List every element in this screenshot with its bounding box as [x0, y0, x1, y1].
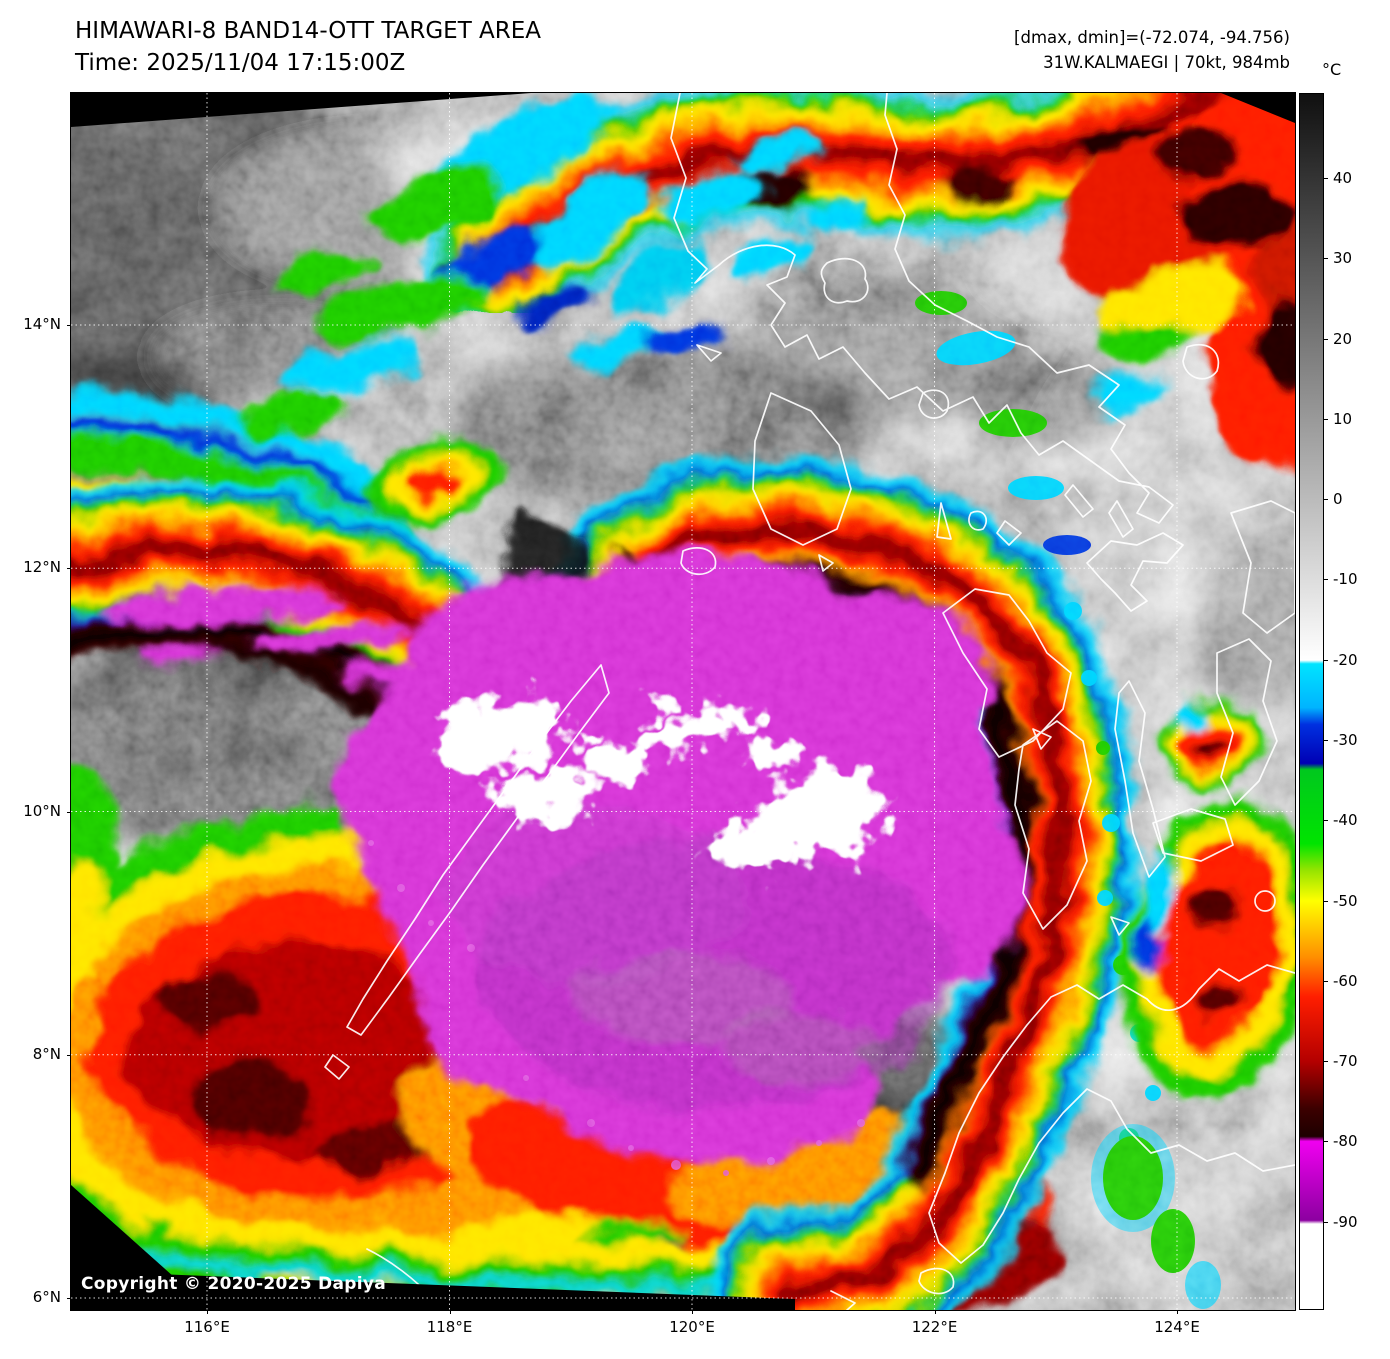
colorbar-tick-label: 20 [1333, 329, 1353, 348]
timestamp: Time: 2025/11/04 17:15:00Z [75, 49, 406, 76]
dmax-dmin-readout: [dmax, dmin]=(-72.074, -94.756) [1014, 28, 1290, 47]
colorbar-tick-label: 40 [1333, 169, 1353, 187]
colorbar-tick-mark [1324, 418, 1328, 420]
info-block: [dmax, dmin]=(-72.074, -94.756) 31W.KALM… [1014, 26, 1290, 76]
lat-tick-mark [67, 568, 71, 570]
colorbar-tick-mark [1324, 579, 1328, 581]
lat-tick-label: 10°N [23, 801, 61, 820]
storm-readout: 31W.KALMAEGI | 70kt, 984mb [1043, 52, 1290, 72]
lon-tick-mark [692, 1310, 693, 1314]
lat-axis: 14°N 12°N 10°N 8°N 6°N [0, 93, 71, 1310]
colorbar-tick-mark [1324, 820, 1328, 822]
lon-tick-mark [934, 1310, 936, 1314]
lon-axis: 116°E 118°E 120°E 122°E 124°E [71, 1310, 1295, 1355]
colorbar-tick-label: -40 [1333, 811, 1358, 830]
colorbar-tick-label: -20 [1333, 650, 1358, 669]
lat-tick-mark [67, 1298, 71, 1299]
lat-tick-mark [67, 811, 71, 813]
colorbar-tick-mark [1324, 178, 1328, 179]
colorbar-tick-mark [1324, 1061, 1328, 1063]
colorbar-tick-label: 10 [1333, 409, 1353, 428]
colorbar-tick-mark [1324, 980, 1328, 982]
colorbar-tick-label: -30 [1333, 730, 1358, 749]
colorbar-tick-label: -50 [1333, 891, 1358, 910]
lon-tick-mark [449, 1310, 451, 1314]
colorbar-tick-mark [1324, 739, 1328, 741]
colorbar-tick-mark [1324, 1141, 1328, 1143]
lon-tick-label: 122°E [911, 1318, 958, 1336]
colorbar-tick-label: 30 [1333, 249, 1353, 268]
map-plot: Copyright © 2020-2025 Dapiya [70, 92, 1296, 1311]
lon-tick-label: 116°E [184, 1318, 230, 1336]
lon-tick-mark [1177, 1310, 1178, 1314]
colorbar-tick-label: -60 [1333, 971, 1358, 990]
lat-tick-mark [67, 1054, 71, 1056]
lon-tick-label: 118°E [426, 1318, 473, 1336]
lat-tick-label: 8°N [32, 1044, 61, 1063]
satellite-image [71, 93, 1295, 1310]
gridlines [71, 93, 1295, 1310]
colorbar-tick-mark [1324, 338, 1328, 340]
lat-tick-mark [67, 325, 71, 326]
lat-tick-label: 6°N [32, 1288, 61, 1306]
colorbar-tick-label: -10 [1333, 570, 1358, 589]
lat-tick-label: 14°N [23, 315, 61, 333]
colorbar-tick-label: -80 [1333, 1132, 1358, 1151]
colorbar [1299, 93, 1324, 1310]
page-title: HIMAWARI-8 BAND14-OTT TARGET AREA [75, 18, 542, 44]
colorbar-tick-label: 0 [1333, 490, 1343, 509]
lon-tick-mark [207, 1310, 208, 1314]
colorbar-tick-mark [1324, 900, 1328, 902]
lon-tick-label: 120°E [669, 1318, 715, 1336]
colorbar-tick-mark [1324, 258, 1328, 260]
colorbar-tick-mark [1324, 1221, 1328, 1223]
colorbar-tick-label: -70 [1333, 1052, 1358, 1071]
colorbar-tick-mark [1324, 499, 1328, 501]
colorbar-unit: °C [1322, 60, 1342, 79]
colorbar-tick-label: -90 [1333, 1212, 1358, 1231]
grain-overlay [71, 93, 1295, 1310]
copyright-text: Copyright © 2020-2025 Dapiya [81, 1274, 386, 1294]
lon-tick-label: 124°E [1154, 1318, 1200, 1336]
lat-tick-label: 12°N [23, 558, 61, 577]
header: HIMAWARI-8 BAND14-OTT TARGET AREA Time: … [75, 16, 541, 79]
colorbar-tick-mark [1324, 659, 1328, 661]
